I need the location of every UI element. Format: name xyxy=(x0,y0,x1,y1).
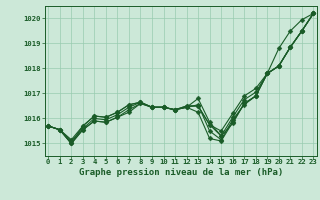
X-axis label: Graphe pression niveau de la mer (hPa): Graphe pression niveau de la mer (hPa) xyxy=(79,168,283,177)
